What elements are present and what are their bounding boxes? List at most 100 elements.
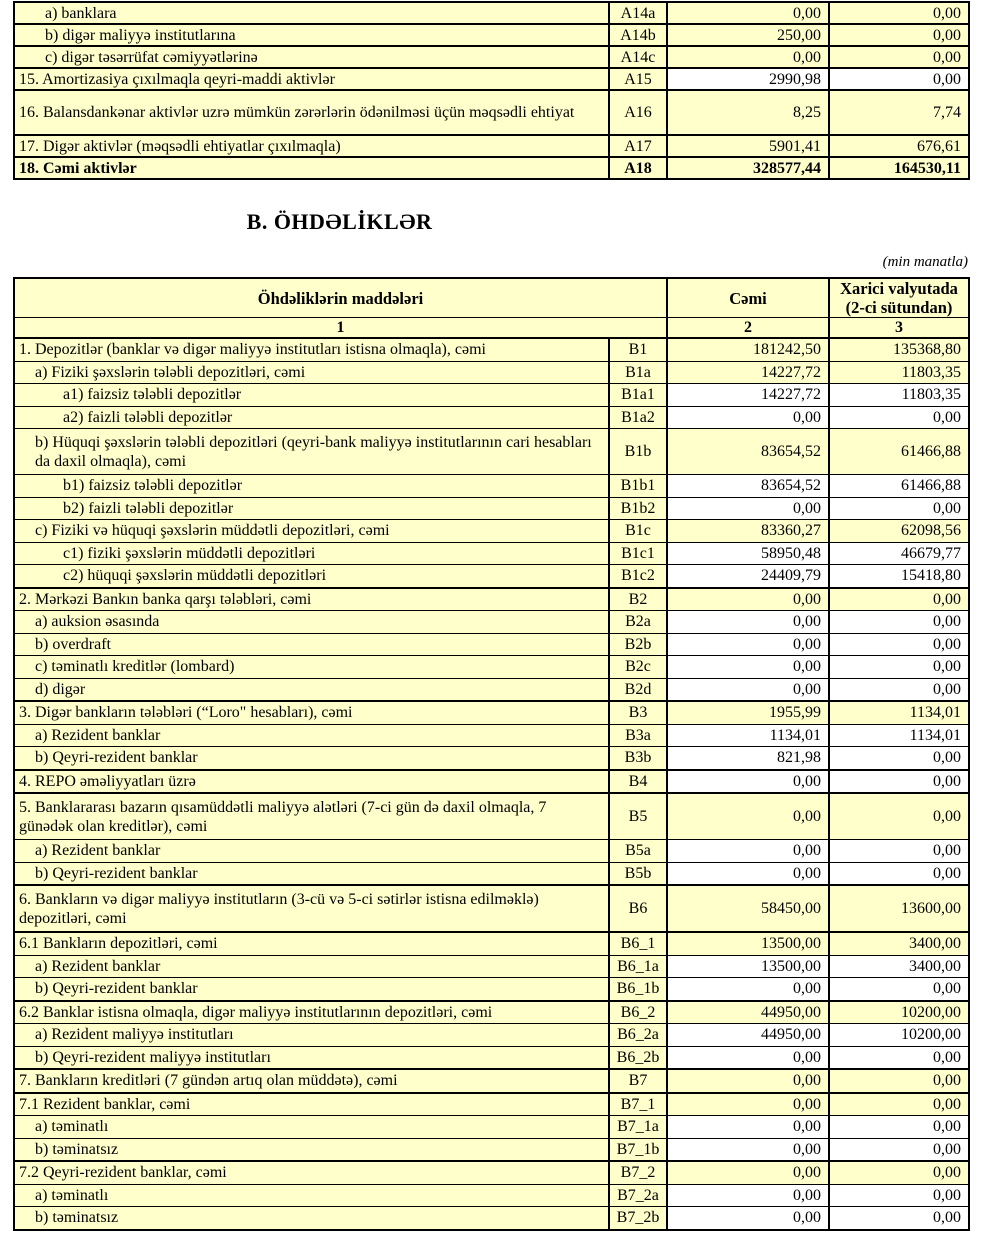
row-label: b) Qeyri-rezident banklar: [13, 861, 610, 886]
row-total: 0,00: [666, 768, 830, 794]
row-foreign: 0,00: [828, 45, 970, 69]
table-row: a) auksion əsasında B2a 0,00 0,00: [13, 610, 970, 634]
table-row: b) Qeyri-rezident banklar B6_1b 0,00 0,0…: [13, 977, 970, 1001]
row-foreign: 0,00: [828, 839, 970, 863]
row-foreign: 0,00: [828, 746, 970, 770]
row-total: 0,00: [666, 45, 830, 69]
row-label: c) digər təsərrüfat cəmiyyətlərinə: [13, 45, 610, 69]
row-code: B3: [608, 700, 668, 725]
row-foreign: 1134,01: [828, 700, 970, 725]
row-code: B1: [608, 337, 668, 362]
row-foreign: 0,00: [828, 1160, 970, 1185]
row-code: B5: [608, 792, 668, 840]
row-code: B1a: [608, 360, 668, 384]
row-total: 0,00: [666, 632, 830, 656]
row-label: 2. Mərkəzi Bankın banka qarşı tələbləri,…: [13, 586, 610, 611]
row-code: B2c: [608, 655, 668, 679]
row-total: 5901,41: [666, 134, 830, 158]
row-code: A14c: [608, 45, 668, 69]
table-row: a) banklara A14a 0,00 0,00: [13, 1, 970, 25]
row-label: c1) fiziki şəxslərin müddətli depozitlər…: [13, 541, 610, 565]
row-foreign: 135368,80: [828, 337, 970, 362]
row-foreign: 61466,88: [828, 428, 970, 475]
table-row: 5. Banklararası bazarın qısamüddətli mal…: [13, 792, 970, 840]
row-total: 821,98: [666, 746, 830, 770]
row-foreign: 0,00: [828, 792, 970, 840]
row-code: B1c: [608, 519, 668, 543]
row-code: B4: [608, 768, 668, 794]
row-code: B6_2b: [608, 1045, 668, 1070]
table-row: c) Fiziki və hüquqi şəxslərin müddətli d…: [13, 519, 970, 543]
row-total: 0,00: [666, 839, 830, 863]
row-total: 0,00: [666, 496, 830, 520]
section-title: B. ÖHDƏLİKLƏR: [246, 209, 433, 234]
row-foreign: 0,00: [828, 1183, 970, 1207]
row-total: 44950,00: [666, 1023, 830, 1047]
row-foreign: 13600,00: [828, 884, 970, 933]
row-total: 44950,00: [666, 999, 830, 1024]
row-label: b1) faizsiz tələbli depozitlər: [13, 474, 610, 498]
row-total: 83654,52: [666, 474, 830, 498]
table-row: b) Hüquqi şəxslərin tələbli depozitləri …: [13, 428, 970, 475]
row-foreign: 0,00: [828, 1206, 970, 1230]
row-label: a) Fiziki şəxslərin tələbli depozitləri,…: [13, 360, 610, 384]
table-row: a) Rezident banklar B5a 0,00 0,00: [13, 839, 970, 863]
table-row: 6. Bankların və digər maliyyə institutla…: [13, 884, 970, 933]
row-code: A18: [608, 156, 668, 180]
row-foreign: 676,61: [828, 134, 970, 158]
table-row: b1) faizsiz tələbli depozitlər B1b1 8365…: [13, 474, 970, 498]
row-total: 250,00: [666, 23, 830, 47]
row-foreign: 46679,77: [828, 541, 970, 565]
row-label: c) Fiziki və hüquqi şəxslərin müddətli d…: [13, 519, 610, 543]
row-code: B7_1a: [608, 1115, 668, 1139]
row-total: 83654,52: [666, 428, 830, 475]
row-code: B6_1b: [608, 977, 668, 1001]
row-foreign: 11803,35: [828, 383, 970, 407]
row-code: B2d: [608, 677, 668, 702]
row-total: 13500,00: [666, 931, 830, 956]
row-code: B2b: [608, 632, 668, 656]
row-code: B6: [608, 884, 668, 933]
col-header-total: Cəmi: [666, 277, 830, 318]
row-total: 328577,44: [666, 156, 830, 180]
table-row: 2. Mərkəzi Bankın banka qarşı tələbləri,…: [13, 586, 970, 611]
row-foreign: 0,00: [828, 677, 970, 702]
row-label: 6.2 Banklar istisna olmaqla, digər maliy…: [13, 999, 610, 1024]
row-code: B1b1: [608, 474, 668, 498]
row-total: 0,00: [666, 1068, 830, 1093]
table-row: 17. Digər aktivlər (məqsədli ehtiyatlar …: [13, 134, 970, 158]
row-total: 0,00: [666, 1091, 830, 1116]
liabilities-table: Öhdəliklərin maddələri Cəmi Xarici valyu…: [13, 277, 970, 1231]
table-row: 7.2 Qeyri-rezident banklar, cəmi B7_2 0,…: [13, 1160, 970, 1185]
row-label: 18. Cəmi aktivlər: [13, 156, 610, 180]
row-foreign: 0,00: [828, 586, 970, 611]
row-label: c) təminatlı kreditlər (lombard): [13, 655, 610, 679]
table-row: b) təminatsız B7_1b 0,00 0,00: [13, 1137, 970, 1162]
row-label: b) Qeyri-rezident banklar: [13, 746, 610, 770]
table-row: a2) faizli tələbli depozitlər B1a2 0,00 …: [13, 405, 970, 429]
row-foreign: 0,00: [828, 1137, 970, 1162]
row-foreign: 0,00: [828, 405, 970, 429]
table-row: 6.2 Banklar istisna olmaqla, digər maliy…: [13, 999, 970, 1024]
table-row: d) digər B2d 0,00 0,00: [13, 677, 970, 702]
row-label: 7.2 Qeyri-rezident banklar, cəmi: [13, 1160, 610, 1185]
row-total: 1134,01: [666, 723, 830, 747]
row-code: B1a1: [608, 383, 668, 407]
table-row: a) Rezident banklar B6_1a 13500,00 3400,…: [13, 954, 970, 978]
row-label: a) banklara: [13, 1, 610, 25]
row-code: B7_1: [608, 1091, 668, 1116]
row-foreign: 0,00: [828, 67, 970, 91]
row-label: a) auksion əsasında: [13, 610, 610, 634]
row-code: B3a: [608, 723, 668, 747]
row-code: B1b: [608, 428, 668, 475]
table-row: b) Qeyri-rezident maliyyə institutları B…: [13, 1045, 970, 1070]
row-total: 13500,00: [666, 954, 830, 978]
row-total: 0,00: [666, 1, 830, 25]
row-total: 0,00: [666, 861, 830, 886]
row-label: a) Rezident maliyyə institutları: [13, 1023, 610, 1047]
row-code: B1c2: [608, 564, 668, 588]
row-foreign: 0,00: [828, 977, 970, 1001]
table-header-row: Öhdəliklərin maddələri Cəmi Xarici valyu…: [13, 277, 970, 318]
table-row: b) təminatsız B7_2b 0,00 0,00: [13, 1206, 970, 1230]
row-total: 0,00: [666, 610, 830, 634]
